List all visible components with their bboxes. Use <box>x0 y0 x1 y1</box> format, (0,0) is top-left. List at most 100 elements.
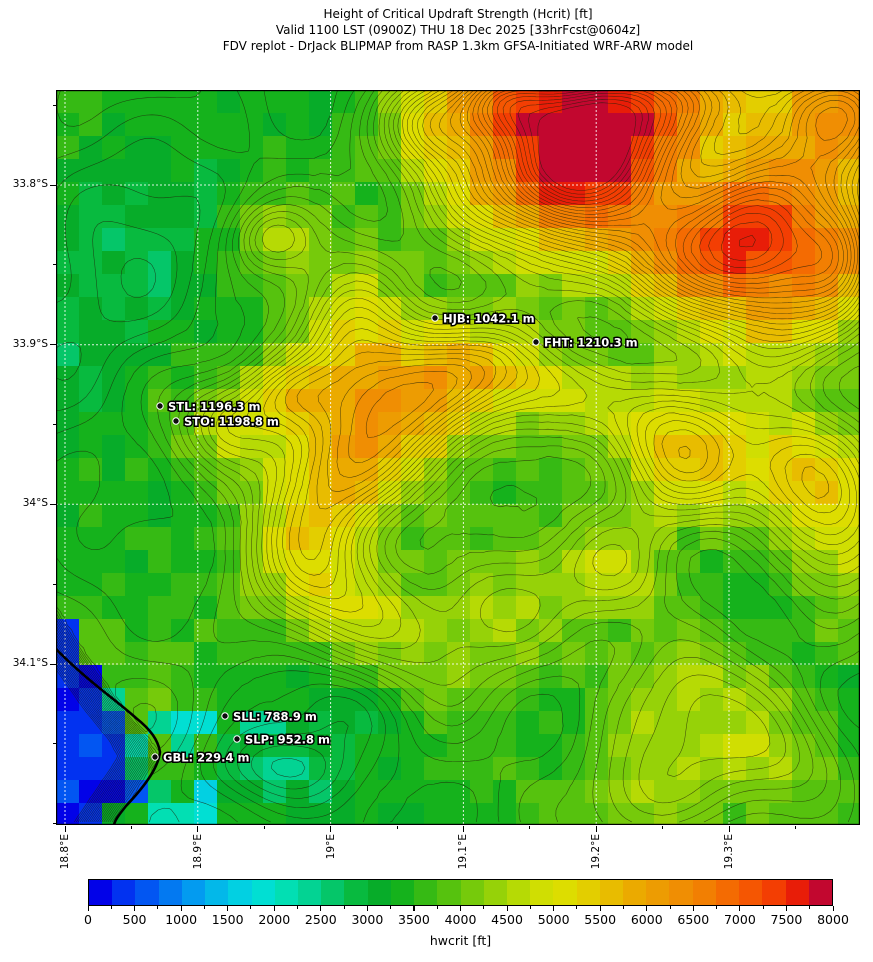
x-tick <box>462 825 465 832</box>
colorbar-cell <box>762 880 786 905</box>
colorbar-cell <box>274 880 298 905</box>
colorbar-cell <box>646 880 670 905</box>
colorbar-minor-tick <box>203 906 205 909</box>
colorbar-minor-tick <box>576 906 578 909</box>
x-tick <box>595 825 597 832</box>
colorbar-tick <box>320 906 322 911</box>
colorbar-cell <box>181 880 206 905</box>
colorbar-tick-label: 0 <box>84 912 92 927</box>
colorbar-tick <box>180 906 182 911</box>
y-minor-tick <box>52 424 56 425</box>
colorbar-minor-tick <box>110 906 112 909</box>
x-tick <box>728 825 730 832</box>
colorbar-tick <box>87 906 89 911</box>
y-tick-label: 34°S <box>22 497 48 510</box>
colorbar-minor-tick <box>157 906 159 909</box>
colorbar-cell <box>576 880 600 905</box>
map-border <box>56 90 860 825</box>
colorbar-tick <box>739 906 741 911</box>
colorbar <box>88 879 833 906</box>
colorbar-cell <box>669 880 693 905</box>
y-minor-tick <box>52 583 56 585</box>
colorbar-cell <box>506 880 531 905</box>
colorbar-minor-tick <box>622 906 624 909</box>
x-tick-label: 19°E <box>324 834 337 860</box>
site-label: FHT: 1210.3 m <box>544 336 638 350</box>
colorbar-tick-label: 8000 <box>817 912 849 927</box>
colorbar-cell <box>623 880 647 905</box>
coastline <box>53 646 162 826</box>
colorbar-tick <box>785 906 788 911</box>
x-tick-label: 18.9°E <box>191 834 204 870</box>
x-minor-tick <box>396 825 398 829</box>
colorbar-cell <box>483 880 507 905</box>
y-minor-tick <box>52 743 56 745</box>
colorbar-minor-tick <box>390 906 392 909</box>
y-tick <box>50 184 56 186</box>
colorbar-tick-label: 2000 <box>258 912 291 927</box>
colorbar-tick-label: 1000 <box>165 912 198 927</box>
site-dot <box>156 402 164 410</box>
x-tick-label: 19.3°E <box>723 834 735 870</box>
colorbar-tick-label: 5000 <box>537 912 570 927</box>
site-label: GBL: 229.4 m <box>163 751 250 765</box>
colorbar-cell <box>437 880 461 905</box>
site-label: SLL: 788.9 m <box>233 710 317 724</box>
colorbar-tick-label: 3500 <box>398 912 430 927</box>
colorbar-tick-label: 7000 <box>723 912 756 927</box>
colorbar-minor-tick <box>343 906 345 909</box>
site-dot <box>172 417 180 425</box>
colorbar-tick <box>599 906 601 911</box>
colorbar-tick <box>692 906 694 911</box>
colorbar-cell <box>390 880 415 905</box>
colorbar-cell <box>530 880 554 905</box>
x-tick <box>197 825 199 832</box>
title-line-2: Valid 1100 LST (0900Z) THU 18 Dec 2025 [… <box>275 23 641 37</box>
colorbar-minor-tick <box>436 906 438 909</box>
title-line-3: FDV replot - DrJack BLIPMAP from RASP 1.… <box>222 39 694 53</box>
colorbar-minor-tick <box>297 906 299 909</box>
colorbar-cell <box>808 880 832 905</box>
y-tick-label: 33.9°S <box>12 337 48 350</box>
colorbar-cell <box>228 880 252 905</box>
colorbar-tick-label: 1500 <box>211 912 244 927</box>
colorbar-minor-tick <box>762 906 764 909</box>
colorbar-tick-label: 500 <box>122 912 147 927</box>
x-tick <box>64 825 66 832</box>
site-marker-FHT: FHT: 1210.3 m <box>532 334 639 351</box>
colorbar-tick-label: 3000 <box>351 912 384 927</box>
colorbar-tick <box>366 906 368 911</box>
colorbar-tick-label: 5500 <box>584 912 617 927</box>
contour-lines <box>55 89 861 823</box>
colorbar-minor-tick <box>529 906 531 909</box>
site-marker-HJB: HJB: 1042.1 m <box>431 310 536 327</box>
site-label: STL: 1196.3 m <box>168 400 260 414</box>
colorbar-cell <box>112 880 136 905</box>
colorbar-cell <box>414 880 438 905</box>
site-dot <box>151 753 159 761</box>
y-tick <box>50 344 56 346</box>
x-tick-label: 18.8°E <box>59 834 71 870</box>
colorbar-tick-label: 6500 <box>677 912 710 927</box>
colorbar-cell <box>251 880 275 905</box>
site-marker-SLP: SLP: 952.8 m <box>233 731 332 748</box>
x-minor-tick <box>794 825 796 829</box>
site-dot <box>431 314 439 322</box>
title-line-1: Height of Critical Updraft Strength (Hcr… <box>323 7 593 21</box>
colorbar-tick <box>460 906 462 911</box>
x-minor-tick <box>130 825 132 829</box>
colorbar-cell <box>135 880 159 905</box>
site-label: HJB: 1042.1 m <box>443 312 535 326</box>
colorbar-minor-tick <box>669 906 671 909</box>
colorbar-cell <box>715 880 740 905</box>
site-marker-STO: STO: 1198.8 m <box>172 413 280 430</box>
colorbar-tick <box>227 906 229 911</box>
site-marker-STL: STL: 1196.3 m <box>156 398 262 415</box>
site-dot <box>221 712 229 720</box>
y-tick-label: 33.8°S <box>12 178 48 190</box>
colorbar-cell <box>553 880 577 905</box>
colorbar-tick <box>646 906 648 911</box>
site-dot <box>532 338 540 346</box>
